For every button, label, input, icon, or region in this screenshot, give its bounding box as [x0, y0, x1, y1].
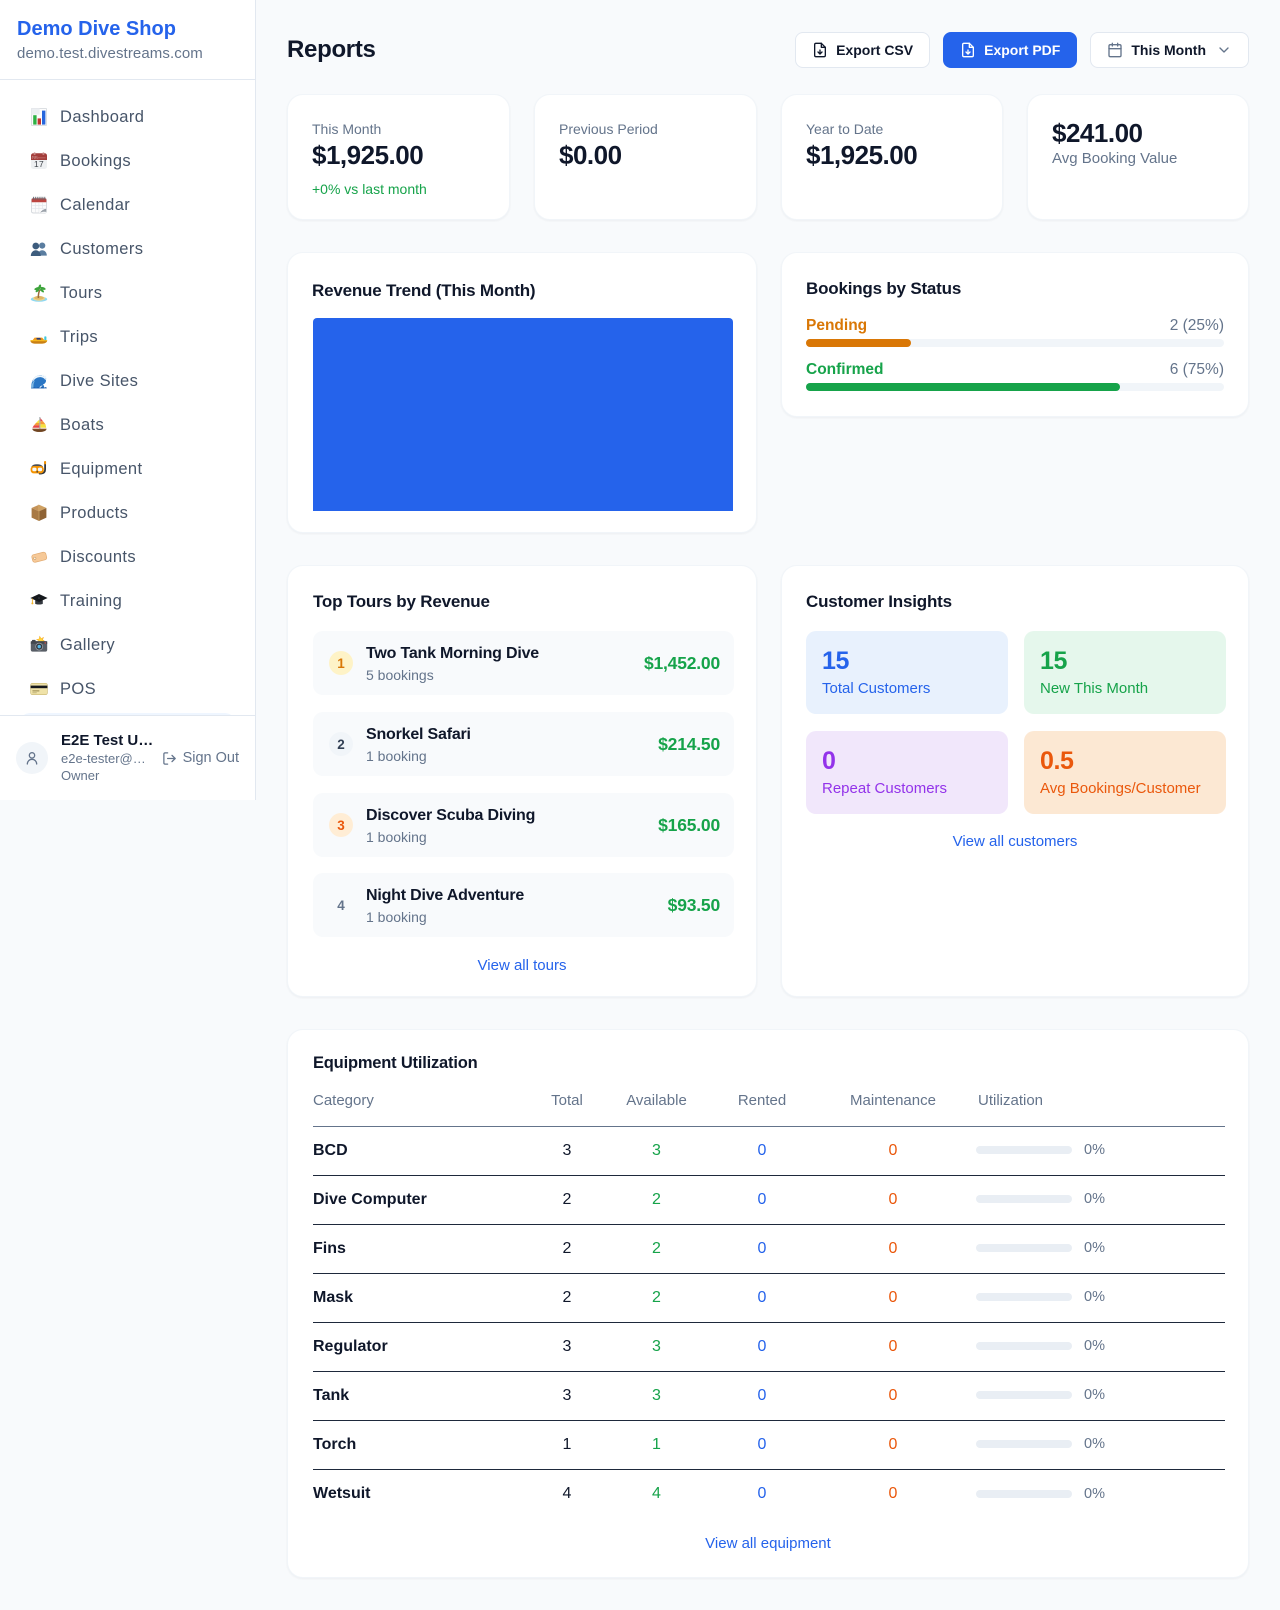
svg-text:JUL: JUL: [32, 156, 39, 160]
svg-text:17: 17: [34, 159, 44, 169]
